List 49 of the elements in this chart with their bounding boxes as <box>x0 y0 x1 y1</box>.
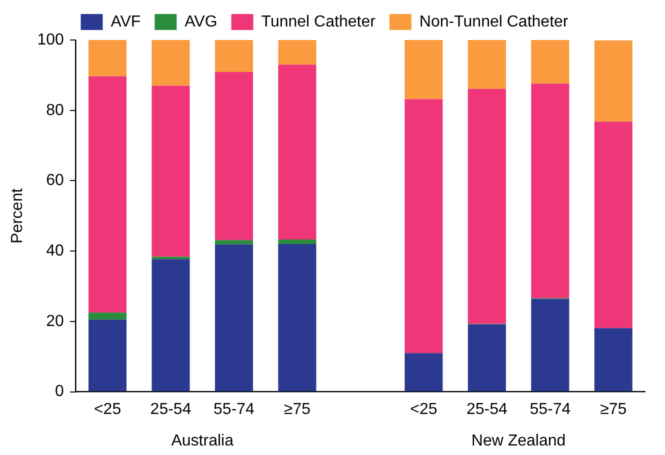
legend-label: AVF <box>110 13 141 30</box>
bar <box>594 40 632 122</box>
x-tick-label: 55-74 <box>530 400 571 418</box>
bar <box>594 328 632 392</box>
bar <box>531 84 570 298</box>
y-tick-label: 40 <box>46 242 64 260</box>
bar <box>88 320 127 392</box>
y-tick-label: 0 <box>54 383 64 400</box>
bar <box>404 40 443 100</box>
legend-label: Non-Tunnel Catheter <box>419 13 569 30</box>
bar <box>468 88 506 324</box>
bar <box>531 298 570 392</box>
y-tick-label: 80 <box>46 102 64 119</box>
bar <box>531 40 570 84</box>
bar <box>594 122 632 328</box>
bar <box>152 86 190 257</box>
bar <box>214 40 253 72</box>
y-axis-title: Percent <box>9 188 26 244</box>
bar <box>278 244 316 392</box>
y-tick-label: 100 <box>37 31 64 48</box>
bar <box>214 72 253 240</box>
bar <box>88 312 127 320</box>
bar <box>214 240 253 244</box>
bar <box>88 40 127 76</box>
bar <box>152 256 190 260</box>
bar <box>214 244 253 392</box>
x-tick-label: <25 <box>94 400 122 418</box>
bar <box>404 99 443 354</box>
y-tick-label: 60 <box>46 172 64 190</box>
bar <box>468 40 506 89</box>
y-tick-label: 20 <box>46 312 64 330</box>
x-tick-label: ≥75 <box>600 400 627 418</box>
bar <box>468 324 506 392</box>
bar <box>88 76 127 313</box>
bar <box>404 353 443 392</box>
bar <box>278 239 316 244</box>
x-tick-label: <25 <box>410 400 438 418</box>
text: Australia <box>171 432 234 450</box>
text: New Zealand <box>471 432 566 450</box>
x-tick-label: 25-54 <box>150 400 192 418</box>
bar <box>152 259 190 392</box>
x-tick-label: 55-74 <box>214 400 255 418</box>
legend-label: Tunnel Catheter <box>261 13 376 30</box>
legend-label: AVG <box>184 13 218 30</box>
bar <box>278 64 316 240</box>
x-tick-label: 25-54 <box>466 400 508 418</box>
x-tick-label: ≥75 <box>284 400 311 418</box>
bar <box>278 40 316 65</box>
bar <box>152 40 190 86</box>
